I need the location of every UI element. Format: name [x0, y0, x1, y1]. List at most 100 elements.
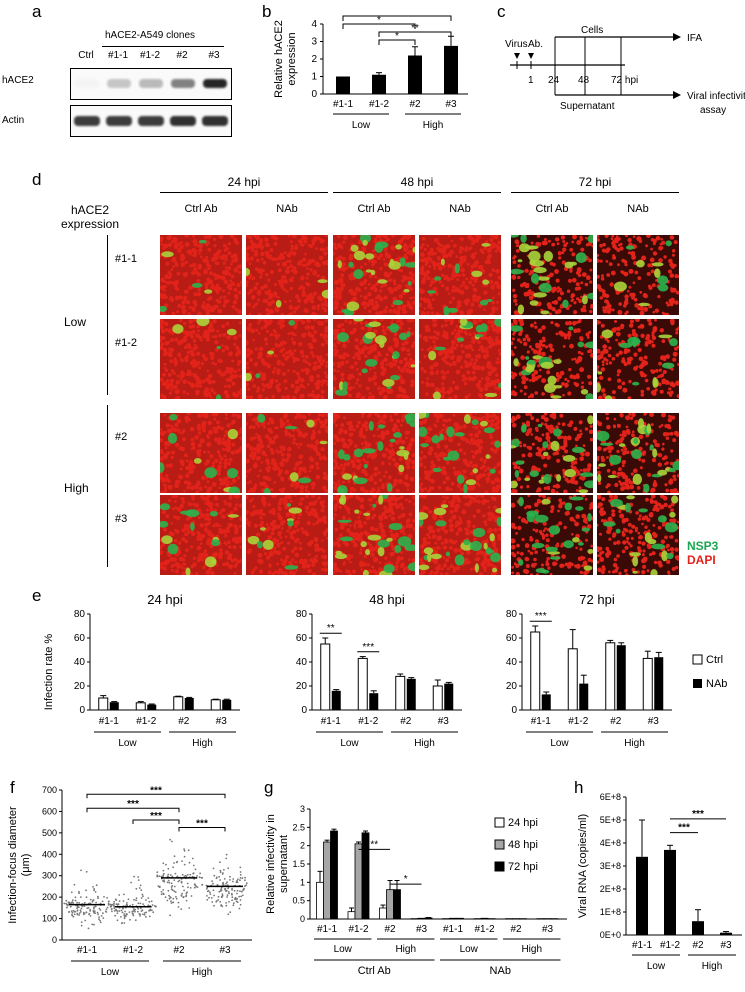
dapi-nucleus [269, 447, 274, 452]
dapi-nucleus [441, 428, 445, 432]
dapi-nucleus [405, 284, 408, 288]
timepoint-line [160, 192, 328, 193]
dapi-nucleus [519, 444, 523, 448]
dapi-nucleus [324, 339, 328, 343]
dapi-nucleus [224, 550, 229, 555]
microscopy-image-canvas [333, 413, 415, 493]
dapi-nucleus [516, 244, 520, 248]
dapi-nucleus [424, 475, 429, 480]
dapi-nucleus [176, 310, 180, 314]
dapi-nucleus [656, 453, 660, 456]
dapi-nucleus [485, 347, 489, 350]
dapi-nucleus [610, 237, 614, 240]
dapi-nucleus [237, 290, 242, 295]
dapi-nucleus [628, 413, 632, 416]
dapi-nucleus [530, 416, 535, 421]
dapi-nucleus [281, 362, 285, 367]
dapi-nucleus [513, 417, 518, 421]
dapi-nucleus [646, 334, 651, 338]
dapi-nucleus [214, 362, 217, 366]
dapi-nucleus [367, 327, 372, 332]
dapi-nucleus [309, 393, 313, 396]
dapi-nucleus [291, 251, 297, 256]
nsp3-signal [360, 235, 371, 244]
dapi-nucleus [162, 347, 168, 353]
dapi-nucleus [188, 346, 192, 350]
dapi-nucleus [218, 511, 222, 515]
b-bar [444, 45, 458, 94]
dapi-nucleus [376, 414, 381, 419]
dapi-nucleus [643, 306, 649, 312]
dapi-nucleus [665, 312, 670, 315]
dapi-nucleus [562, 247, 567, 252]
nsp3-signal [627, 336, 641, 346]
dapi-nucleus [265, 458, 270, 463]
dapi-nucleus [302, 235, 308, 241]
dapi-nucleus [294, 379, 300, 385]
nsp3-signal [405, 262, 415, 268]
dapi-nucleus [523, 341, 528, 347]
dapi-nucleus [246, 469, 250, 474]
dapi-nucleus [187, 413, 192, 416]
dapi-nucleus [621, 358, 626, 364]
dapi-nucleus [513, 310, 519, 315]
dapi-nucleus [364, 286, 368, 290]
dapi-nucleus [522, 376, 526, 380]
dapi-nucleus [260, 272, 264, 276]
dapi-nucleus [256, 389, 260, 393]
dapi-nucleus [392, 458, 396, 462]
dapi-nucleus [561, 382, 565, 386]
dapi-nucleus [311, 434, 316, 438]
dapi-nucleus [431, 260, 435, 265]
dapi-nucleus [564, 333, 568, 337]
dapi-nucleus [468, 460, 473, 465]
dapi-nucleus [490, 415, 494, 419]
dapi-nucleus [649, 413, 655, 417]
dapi-nucleus [315, 384, 321, 390]
dapi-nucleus [368, 413, 373, 416]
dapi-nucleus [337, 323, 342, 329]
nsp3-signal [339, 381, 344, 391]
dapi-nucleus [361, 348, 366, 352]
dapi-nucleus [359, 341, 363, 345]
dapi-nucleus [638, 356, 644, 362]
dapi-nucleus [602, 309, 608, 314]
dapi-nucleus [173, 357, 177, 361]
dapi-nucleus [299, 377, 305, 383]
dapi-nucleus [643, 355, 648, 360]
dapi-nucleus [423, 436, 427, 440]
dapi-nucleus [345, 360, 349, 364]
dapi-nucleus [206, 308, 211, 313]
dapi-nucleus [216, 440, 221, 445]
dapi-nucleus [451, 344, 454, 347]
blot-actin-strip [70, 105, 232, 137]
dapi-nucleus [486, 256, 491, 260]
dapi-nucleus [396, 428, 401, 432]
dapi-nucleus [479, 248, 484, 253]
dapi-nucleus [381, 461, 385, 465]
nsp3-signal [216, 345, 221, 350]
dapi-nucleus [642, 293, 648, 298]
dapi-nucleus [447, 292, 451, 295]
dapi-nucleus [273, 353, 277, 357]
dapi-nucleus [393, 482, 397, 486]
dapi-nucleus [192, 235, 196, 238]
dapi-nucleus [164, 328, 169, 332]
dapi-nucleus [676, 474, 679, 478]
dapi-nucleus [401, 342, 406, 346]
dapi-nucleus [443, 360, 447, 363]
dapi-nucleus [432, 286, 438, 292]
dapi-nucleus [238, 374, 242, 379]
dapi-nucleus [286, 354, 290, 359]
dapi-nucleus [333, 466, 336, 471]
dapi-nucleus [640, 389, 645, 394]
dapi-nucleus [253, 286, 258, 291]
b-y-tick-label: 2 [311, 54, 317, 65]
nsp3-signal [578, 489, 589, 493]
dapi-nucleus [185, 419, 189, 423]
dapi-nucleus [652, 439, 656, 443]
dapi-nucleus [165, 382, 171, 388]
dapi-nucleus [464, 382, 468, 386]
dapi-nucleus [340, 372, 345, 377]
dapi-nucleus [430, 280, 435, 285]
